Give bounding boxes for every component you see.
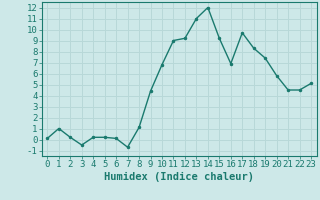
X-axis label: Humidex (Indice chaleur): Humidex (Indice chaleur) xyxy=(104,172,254,182)
